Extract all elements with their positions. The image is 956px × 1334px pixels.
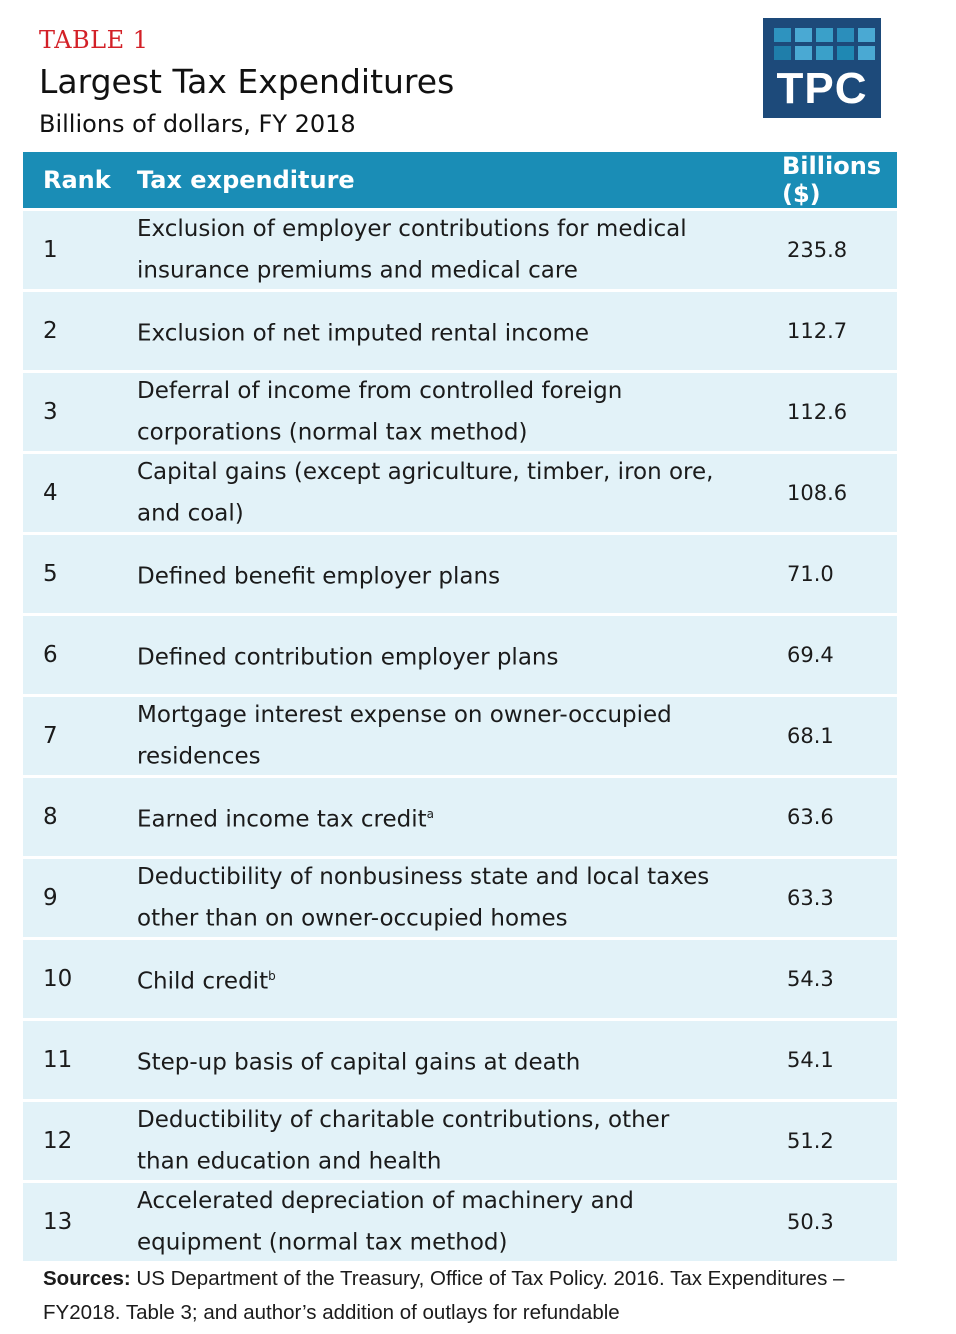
table-row: 11 Step-up basis of capital gains at dea…	[23, 1018, 897, 1101]
table-row: 7 Mortgage interest expense on owner-occ…	[23, 694, 897, 777]
logo-text: TPC	[776, 64, 868, 113]
rank-cell: 11	[23, 1018, 137, 1101]
rank-cell: 9	[23, 856, 137, 939]
col-billions: Billions ($)	[727, 152, 897, 210]
rank-cell: 1	[23, 208, 137, 291]
tpc-logo: TPC	[763, 18, 881, 118]
page-subtitle: Billions of dollars, FY 2018	[39, 110, 356, 138]
rank-cell: 5	[23, 532, 137, 615]
table-label: TABLE 1	[39, 26, 149, 54]
table-row: 9 Deductibility of nonbusiness state and…	[23, 856, 897, 939]
value-cell: 235.8	[727, 208, 897, 291]
expenditure-cell: Deductibility of charitable contribution…	[137, 1099, 727, 1182]
table-row: 3 Deferral of income from controlled for…	[23, 370, 897, 453]
expenditure-cell: Step-up basis of capital gains at death	[137, 1018, 727, 1101]
value-cell: 112.7	[727, 289, 897, 372]
table-row: 13 Accelerated depreciation of machinery…	[23, 1180, 897, 1261]
expenditure-text: Earned income tax credit	[137, 806, 427, 833]
value-cell: 50.3	[727, 1180, 897, 1261]
footnote-marker: b	[268, 969, 276, 984]
rank-cell: 10	[23, 937, 137, 1020]
logo-grid-icon	[774, 28, 875, 60]
table-row: 6 Defined contribution employer plans 69…	[23, 613, 897, 696]
expenditure-cell: Capital gains (except agriculture, timbe…	[137, 451, 727, 534]
sources-label: Sources:	[43, 1267, 131, 1290]
page-title: Largest Tax Expenditures	[39, 62, 455, 101]
value-cell: 69.4	[727, 613, 897, 696]
expenditure-text: Exclusion of employer contributions for …	[137, 216, 687, 284]
expenditure-cell: Deferral of income from controlled forei…	[137, 370, 727, 453]
value-cell: 112.6	[727, 370, 897, 453]
expenditure-text: Defined contribution employer plans	[137, 644, 559, 671]
expenditure-cell: Deductibility of nonbusiness state and l…	[137, 856, 727, 939]
value-cell: 54.1	[727, 1018, 897, 1101]
rank-cell: 13	[23, 1180, 137, 1261]
expenditure-cell: Child creditb	[137, 937, 727, 1020]
rank-cell: 2	[23, 289, 137, 372]
table-row: 5 Defined benefit employer plans 71.0	[23, 532, 897, 615]
rank-cell: 3	[23, 370, 137, 453]
expenditure-text: Mortgage interest expense on owner-occup…	[137, 702, 672, 770]
rank-cell: 12	[23, 1099, 137, 1182]
value-cell: 51.2	[727, 1099, 897, 1182]
expenditure-text: Deductibility of nonbusiness state and l…	[137, 864, 710, 932]
expenditure-text: Defined benefit employer plans	[137, 563, 501, 590]
expenditure-text: Child credit	[137, 968, 269, 995]
col-tax-expenditure: Tax expenditure	[137, 152, 727, 210]
expenditure-text: Step-up basis of capital gains at death	[137, 1049, 581, 1076]
table-row: 4 Capital gains (except agriculture, tim…	[23, 451, 897, 534]
table-row: 8 Earned income tax credita 63.6	[23, 775, 897, 858]
expenditure-cell: Accelerated depreciation of machinery an…	[137, 1180, 727, 1261]
col-rank: Rank	[23, 152, 137, 210]
value-cell: 63.6	[727, 775, 897, 858]
expenditure-cell: Defined benefit employer plans	[137, 532, 727, 615]
table-row: 12 Deductibility of charitable contribut…	[23, 1099, 897, 1182]
rank-cell: 7	[23, 694, 137, 777]
table-row: 1 Exclusion of employer contributions fo…	[23, 208, 897, 291]
expenditure-cell: Mortgage interest expense on owner-occup…	[137, 694, 727, 777]
rank-cell: 4	[23, 451, 137, 534]
table-row: 2 Exclusion of net imputed rental income…	[23, 289, 897, 372]
value-cell: 71.0	[727, 532, 897, 615]
expenditure-text: Capital gains (except agriculture, timbe…	[137, 459, 714, 527]
value-cell: 68.1	[727, 694, 897, 777]
expenditure-text: Accelerated depreciation of machinery an…	[137, 1188, 634, 1256]
sources-text: US Department of the Treasury, Office of…	[43, 1267, 845, 1324]
expenditure-cell: Exclusion of employer contributions for …	[137, 208, 727, 291]
table-header-row: Rank Tax expenditure Billions ($)	[23, 152, 897, 210]
table-row: 10 Child creditb 54.3	[23, 937, 897, 1020]
rank-cell: 6	[23, 613, 137, 696]
expenditure-cell: Defined contribution employer plans	[137, 613, 727, 696]
expenditure-text: Deductibility of charitable contribution…	[137, 1107, 670, 1175]
value-cell: 63.3	[727, 856, 897, 939]
value-cell: 54.3	[727, 937, 897, 1020]
expenditure-text: Deferral of income from controlled forei…	[137, 378, 623, 446]
expenditure-text: Exclusion of net imputed rental income	[137, 320, 590, 347]
expenditure-cell: Exclusion of net imputed rental income	[137, 289, 727, 372]
sources-note: Sources: US Department of the Treasury, …	[43, 1262, 873, 1330]
footnote-marker: a	[426, 807, 435, 822]
value-cell: 108.6	[727, 451, 897, 534]
expenditure-cell: Earned income tax credita	[137, 775, 727, 858]
rank-cell: 8	[23, 775, 137, 858]
tax-expenditures-table: Rank Tax expenditure Billions ($) 1 Excl…	[23, 152, 897, 1261]
